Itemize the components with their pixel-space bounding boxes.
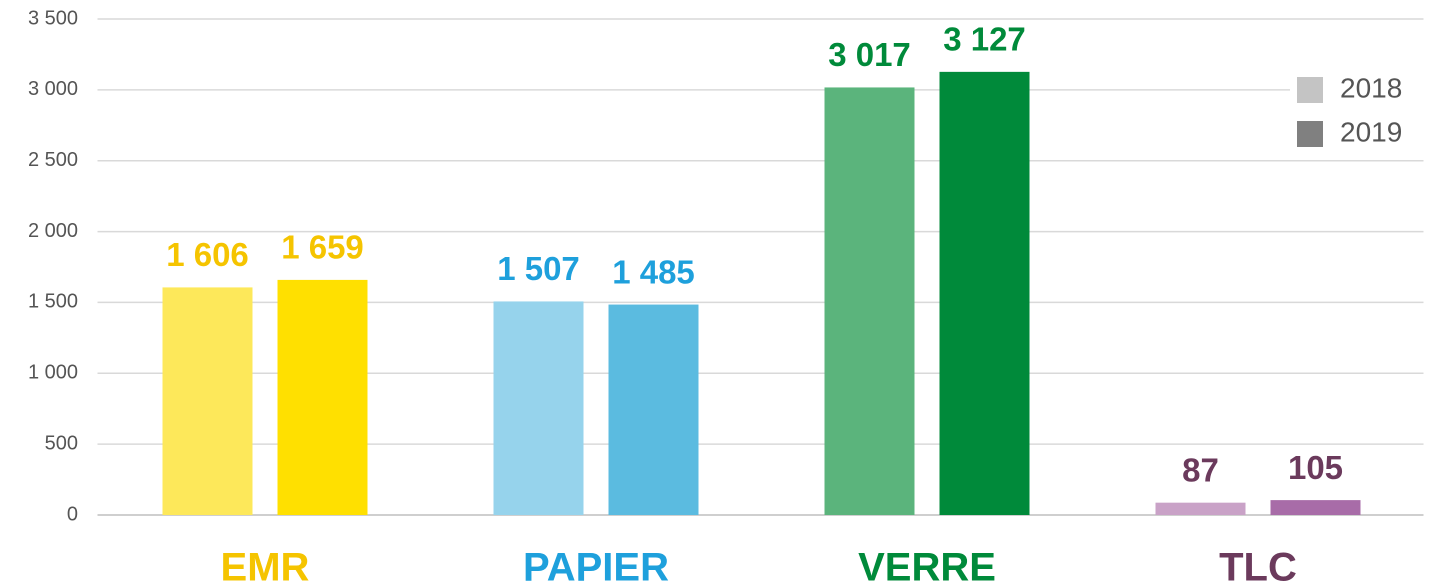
bar [824,87,915,515]
y-tick-label: 1 000 [28,362,78,384]
bar [608,304,699,515]
x-tick-label: PAPIER [523,546,669,588]
bar [277,279,368,515]
value-label: 87 [1182,451,1219,488]
legend-swatch [1297,77,1323,103]
y-tick-label: 3 500 [28,7,78,29]
bar [1155,502,1246,515]
x-tick-label: VERRE [858,546,996,588]
y-tick-label: 0 [67,503,78,525]
bar [493,301,584,515]
value-label: 1 507 [497,250,580,287]
bar [1270,500,1361,515]
y-tick-label: 500 [45,432,78,454]
y-tick-label: 1 500 [28,291,78,313]
legend-label: 2019 [1340,116,1402,147]
legend-label: 2018 [1340,72,1402,103]
y-tick-label: 2 500 [28,149,78,171]
bar [939,71,1030,515]
value-label: 3 017 [828,36,911,73]
legend-swatch [1297,121,1323,147]
value-label: 1 606 [166,236,249,273]
x-tick-label: EMR [221,546,310,588]
value-label: 1 485 [612,253,695,290]
value-label: 105 [1288,449,1343,486]
bar [162,287,253,515]
y-tick-label: 2 000 [28,220,78,242]
y-tick-label: 3 000 [28,78,78,100]
x-tick-label: TLC [1219,546,1297,588]
value-label: 3 127 [943,21,1026,58]
value-label: 1 659 [281,229,364,266]
